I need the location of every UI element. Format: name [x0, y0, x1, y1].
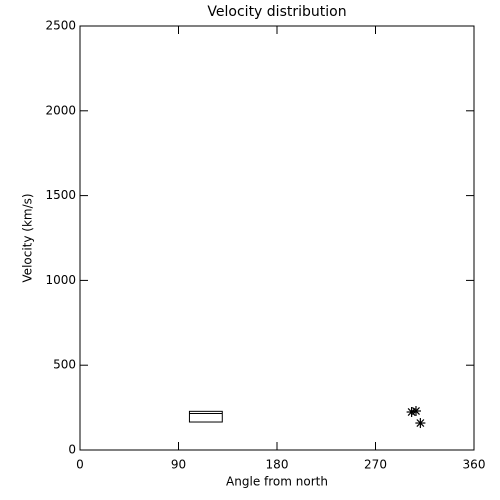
y-tick-label: 500 — [53, 358, 76, 372]
x-tick-label: 90 — [171, 458, 186, 472]
x-tick-label: 180 — [266, 458, 289, 472]
y-tick-label: 1500 — [45, 188, 76, 202]
x-tick-label: 360 — [463, 458, 486, 472]
box — [188, 410, 223, 423]
asterisk-stroke — [416, 419, 425, 427]
chart-title: Velocity distribution — [207, 4, 346, 20]
y-tick-label: 1000 — [45, 273, 76, 287]
asterisk-point — [415, 418, 426, 429]
asterisk-point — [410, 405, 421, 416]
y-tick-label: 2000 — [45, 103, 76, 117]
x-tick-label: 270 — [364, 458, 387, 472]
plot-frame — [79, 25, 475, 451]
y-axis-label: Velocity (km/s) — [21, 193, 35, 282]
y-tick-label: 2500 — [45, 19, 76, 33]
x-tick-label: 0 — [76, 458, 84, 472]
asterisk-stroke — [412, 407, 420, 415]
x-axis-label: Angle from north — [226, 475, 328, 489]
y-tick-label: 0 — [68, 443, 76, 457]
